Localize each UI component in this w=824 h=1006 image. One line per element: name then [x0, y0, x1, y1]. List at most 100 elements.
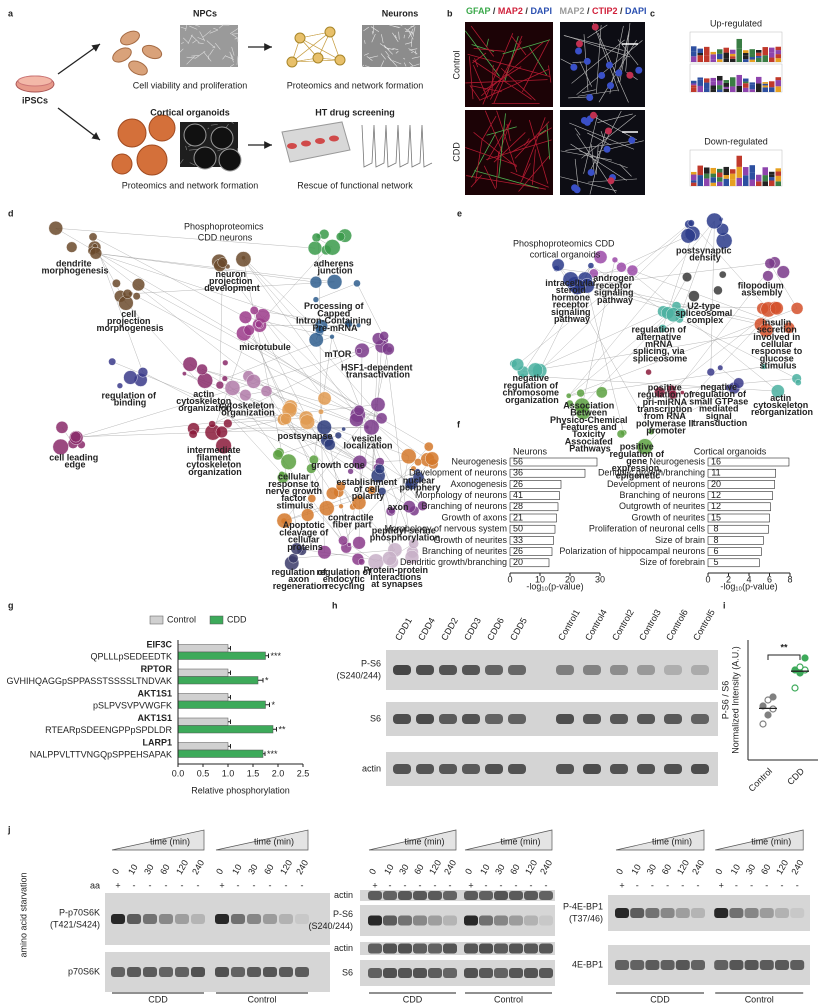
cell-art — [128, 60, 148, 76]
logo-letter — [730, 53, 736, 57]
blot-band — [539, 891, 553, 900]
text-line: regulation of — [272, 567, 329, 577]
stain-name: DAPI — [625, 6, 647, 16]
blot-band — [428, 891, 442, 900]
blot-band — [231, 967, 245, 977]
bar — [707, 468, 776, 478]
stain — [528, 119, 549, 184]
network-node — [66, 241, 78, 253]
logo-letter — [743, 53, 749, 56]
bar — [509, 457, 598, 467]
lane-label: Control6 — [664, 608, 690, 642]
micro-texture — [180, 42, 184, 44]
significance: *** — [271, 651, 282, 661]
stain — [474, 170, 539, 189]
logo-letter — [710, 177, 716, 183]
network-edge — [710, 220, 715, 373]
blot-band — [610, 764, 628, 774]
text-line: Processing of — [304, 302, 366, 312]
group-label: CDD — [148, 994, 168, 1004]
blot-band — [485, 714, 503, 724]
blot-band — [645, 960, 660, 970]
network-node — [764, 258, 776, 269]
logo-letter — [730, 86, 736, 92]
time-wedge — [615, 829, 705, 851]
aa-sign: - — [404, 880, 407, 890]
bar — [177, 668, 229, 677]
aa-sign: - — [765, 880, 768, 890]
lane-label: CDD4 — [416, 616, 437, 642]
stain — [596, 25, 602, 94]
logo-letter — [710, 182, 716, 186]
neurite — [291, 31, 331, 63]
stain — [520, 163, 531, 184]
network-edge — [283, 404, 379, 522]
stain — [574, 127, 581, 136]
blot-band — [775, 908, 789, 918]
text-line: Capped — [317, 309, 353, 319]
blot-band — [398, 943, 412, 954]
micro-texture — [410, 38, 413, 47]
logo-letter — [749, 57, 755, 60]
text-line: mTOR — [325, 349, 352, 359]
stain — [482, 33, 514, 105]
logo-letter — [704, 82, 710, 89]
count-label: 20 — [513, 557, 523, 567]
aa-sign: - — [419, 880, 422, 890]
text-line: binding — [114, 398, 147, 408]
organoid-micro — [193, 146, 217, 170]
logo-letter — [762, 55, 768, 62]
logo-letter — [717, 59, 723, 62]
category-label: Neurogenesis — [649, 456, 705, 466]
logo-letter — [704, 167, 710, 174]
logo-letter — [775, 77, 781, 81]
logo-letter — [749, 89, 755, 92]
text-line: polarity — [352, 492, 385, 502]
time-tick: 60 — [508, 863, 522, 877]
logo-letter — [691, 80, 697, 84]
blot-band — [215, 967, 229, 977]
micro-texture — [229, 64, 235, 68]
blot-band — [479, 891, 493, 900]
time-tick: 240 — [190, 858, 206, 876]
text-line: density — [689, 253, 721, 263]
network-edge — [769, 263, 798, 309]
logo-letter — [730, 77, 736, 87]
logo-letter — [723, 88, 729, 92]
network-node — [648, 428, 655, 435]
micro-texture — [409, 48, 418, 51]
text-line: regulation of — [102, 391, 159, 401]
text-line: organization — [188, 467, 242, 477]
micro-texture — [180, 26, 187, 30]
category-label: Development of neurons — [409, 468, 508, 478]
micro-texture — [392, 32, 399, 42]
network-node — [182, 356, 198, 372]
blot-band — [428, 915, 442, 926]
nucleus — [607, 82, 615, 90]
blot-band — [368, 943, 382, 954]
micro-texture — [381, 34, 384, 44]
micro-texture — [379, 43, 390, 50]
logo-letter — [717, 181, 723, 186]
stain — [464, 30, 500, 77]
x-tick-label: 2 — [726, 574, 731, 584]
logo-letter — [769, 47, 775, 53]
network-edge — [142, 372, 314, 460]
time-tick: 120 — [174, 858, 190, 876]
text-line: insulin — [762, 318, 794, 328]
time-tick: 240 — [294, 858, 310, 876]
blot-band — [413, 968, 427, 978]
logo-letter — [749, 84, 755, 90]
stain — [565, 140, 635, 151]
logo-letter — [756, 57, 762, 62]
micro-texture — [365, 65, 370, 68]
text-line: cellular — [761, 339, 795, 349]
text-line: cortical organoids — [530, 250, 601, 260]
network-node — [306, 463, 317, 474]
time-tick: 60 — [158, 863, 172, 877]
text-line: filopodium — [738, 281, 787, 291]
x-tick-label: 10 — [535, 574, 545, 584]
aa-sign: - — [515, 880, 518, 890]
blot-band — [790, 960, 805, 970]
network-node — [221, 375, 228, 382]
